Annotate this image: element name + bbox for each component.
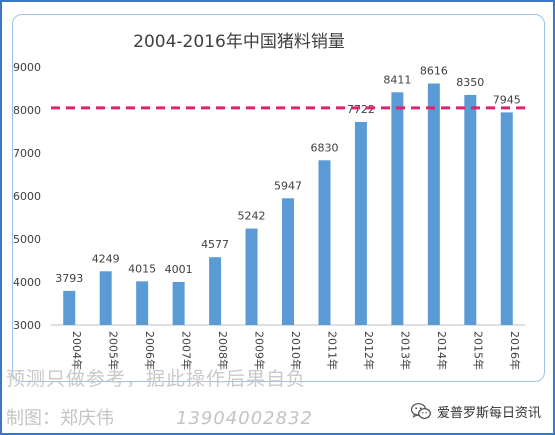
x-tick-label: 2014年 [435, 331, 449, 370]
bar-value-label: 5947 [274, 179, 302, 192]
y-tick-label: 4000 [13, 276, 41, 289]
x-tick-label: 2012年 [362, 331, 376, 370]
x-tick-label: 2016年 [508, 331, 522, 370]
bar-value-label: 3793 [55, 272, 83, 285]
x-tick-label: 2007年 [180, 331, 194, 370]
x-tick-label: 2010年 [289, 331, 303, 370]
y-tick-label: 8000 [13, 104, 41, 117]
credit-phone: 13904002832 [176, 408, 313, 429]
bar-value-label: 7722 [347, 103, 375, 116]
x-tick-label: 2013年 [398, 331, 412, 370]
y-tick-label: 7000 [13, 147, 41, 160]
chart-title: 2004-2016年中国猪料销量 [133, 32, 345, 52]
chart-panel: 3000 4000 5000 6000 7000 8000 9000 3793 2004年 424… [12, 14, 545, 382]
y-tick-label: 3000 [13, 319, 41, 332]
bar [500, 112, 513, 326]
x-tick-label: 2005年 [107, 331, 121, 370]
bar-value-label: 8350 [456, 76, 484, 89]
x-tick-label: 2006年 [143, 331, 157, 370]
bar [282, 198, 294, 325]
bar [136, 281, 149, 325]
bar [172, 281, 185, 325]
bar [99, 271, 112, 325]
bar [464, 94, 477, 325]
bar-value-label: 4001 [165, 263, 193, 276]
bar-value-label: 4015 [128, 262, 156, 275]
x-tick-label: 2004年 [70, 331, 84, 370]
x-tick-label: 2011年 [325, 331, 339, 370]
x-tick-label: 2015年 [471, 331, 485, 370]
bar-value-label: 8411 [383, 73, 411, 86]
brand-name: 爱普罗斯每日资讯 [436, 406, 541, 421]
bar [318, 160, 331, 325]
y-tick-label: 5000 [13, 233, 41, 246]
wechat-icon [410, 403, 431, 420]
x-tick-label: 2009年 [253, 331, 267, 370]
x-tick-label: 2008年 [216, 331, 230, 370]
brand-badge: 爱普罗斯每日资讯 [410, 402, 541, 421]
bar [209, 257, 222, 325]
bar-value-label: 4577 [201, 238, 229, 251]
bar [245, 228, 258, 325]
bar [63, 290, 76, 325]
bar [391, 92, 404, 326]
bar [354, 121, 367, 325]
credit-author: 制图：郑庆伟 [6, 408, 114, 429]
disclaimer-text: 预测只做参考，据此操作后果自负 [6, 368, 307, 390]
bar-value-label: 7945 [493, 93, 521, 106]
credit-line: 制图：郑庆伟 13904002832 [6, 404, 313, 430]
chart: 3000 4000 5000 6000 7000 8000 9000 3793 2004年 424… [13, 32, 525, 370]
bar-value-label: 6830 [310, 141, 338, 154]
bar-value-label: 5242 [238, 210, 266, 223]
bar-value-label: 8616 [420, 65, 448, 78]
bar-value-label: 4249 [92, 252, 120, 265]
bar [427, 83, 440, 326]
y-tick-label: 9000 [13, 61, 41, 74]
y-tick-label: 6000 [13, 190, 41, 203]
